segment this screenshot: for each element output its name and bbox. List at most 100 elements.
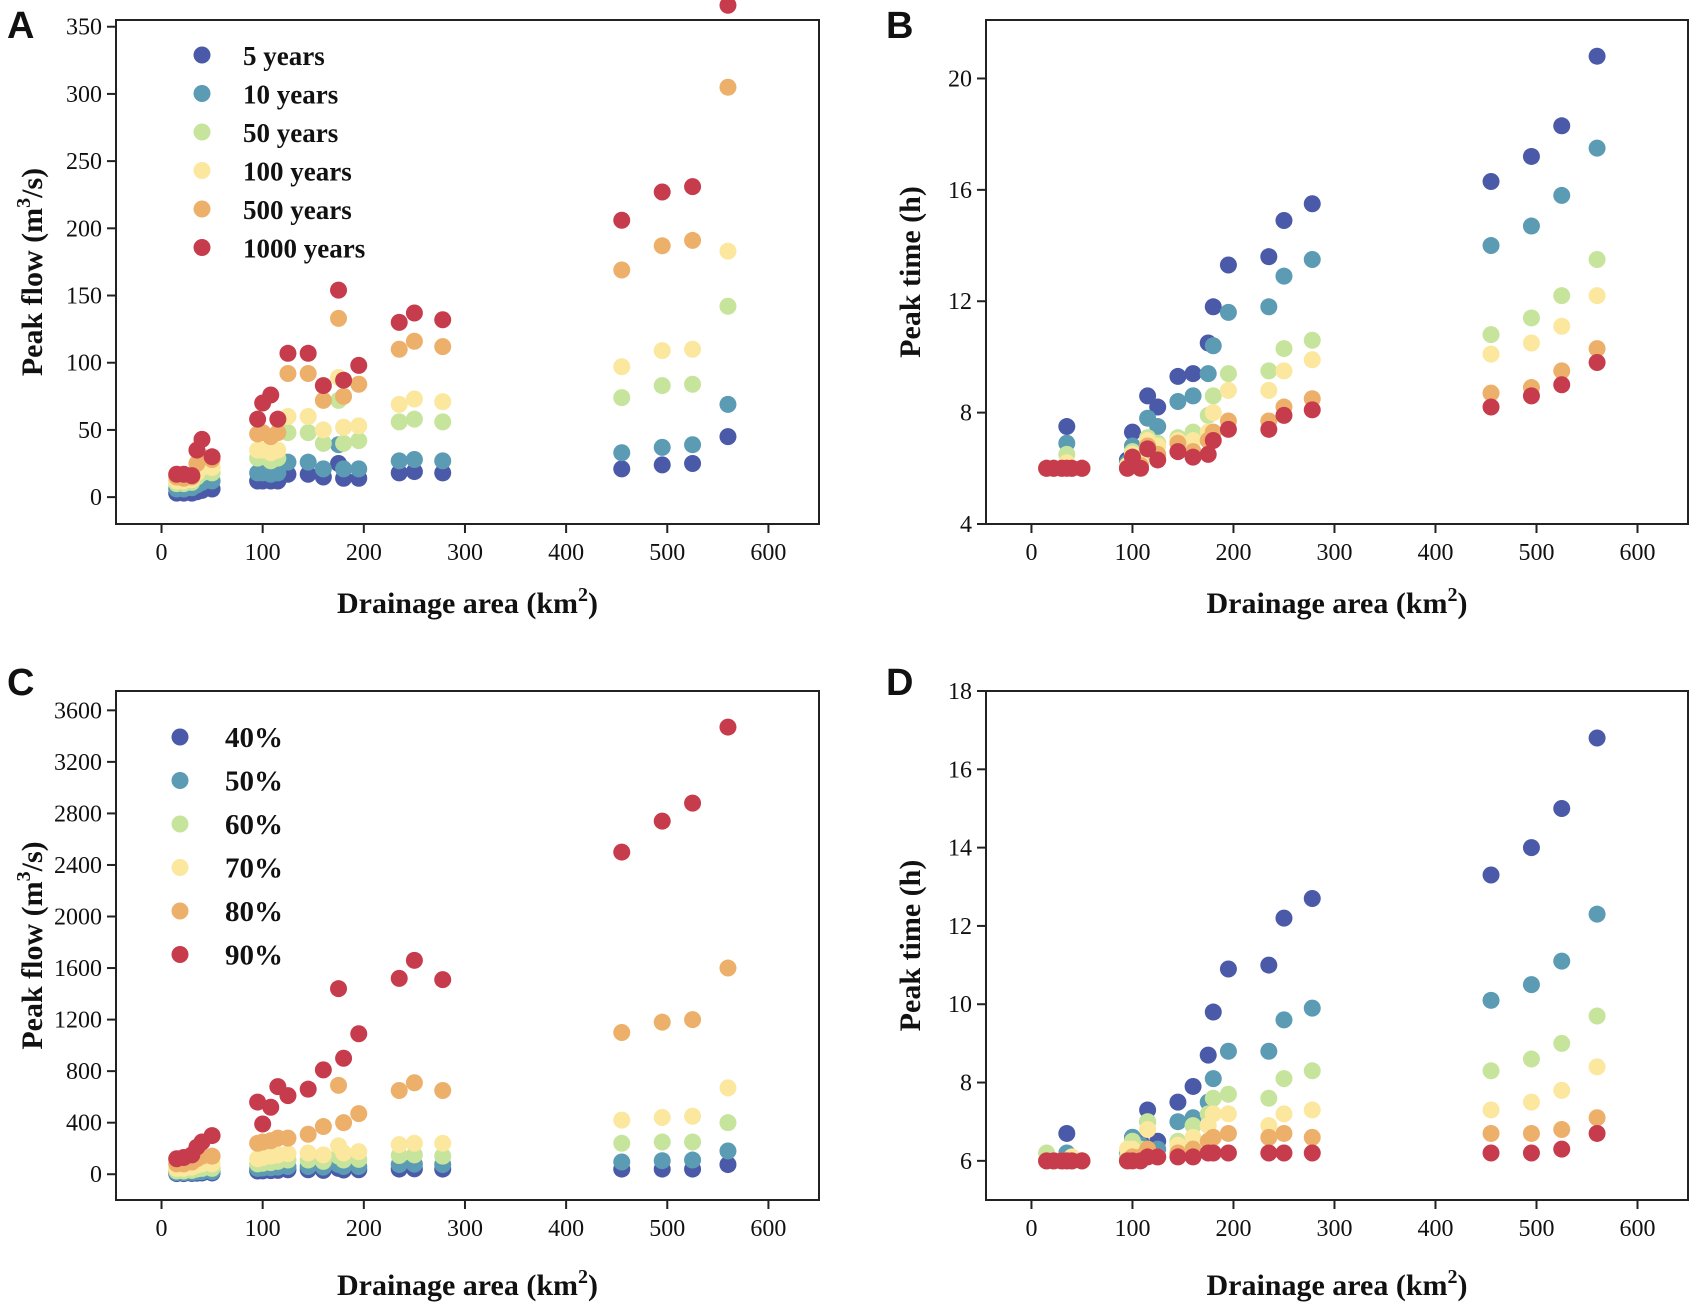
data-point xyxy=(350,432,368,450)
series-50- xyxy=(1038,905,1606,1170)
series-40- xyxy=(1038,729,1606,1170)
x-tick-label: 0 xyxy=(1025,540,1037,566)
data-point xyxy=(262,386,280,404)
data-point xyxy=(279,1129,297,1147)
data-point xyxy=(1303,999,1321,1017)
data-point xyxy=(254,1115,272,1133)
y-tick-label: 1200 xyxy=(54,1008,102,1034)
y-tick-label: 3200 xyxy=(54,750,102,776)
data-point xyxy=(1219,1124,1237,1142)
data-point xyxy=(330,980,348,998)
legend-marker xyxy=(193,162,211,179)
data-point xyxy=(390,969,408,987)
data-point xyxy=(249,1093,267,1111)
data-point xyxy=(1260,381,1278,399)
data-point xyxy=(1169,1093,1187,1111)
legend-entry: 80% xyxy=(225,896,283,928)
data-point xyxy=(1139,440,1157,458)
data-point xyxy=(684,178,702,196)
data-point xyxy=(183,467,201,485)
data-point xyxy=(1553,1081,1571,1099)
data-point xyxy=(335,418,353,436)
data-point xyxy=(405,951,423,969)
data-point xyxy=(1260,420,1278,438)
data-point xyxy=(299,453,317,471)
data-point xyxy=(434,338,452,356)
data-point xyxy=(299,1144,317,1162)
legend-entry: 40% xyxy=(225,722,283,754)
y-tick-label: 0 xyxy=(90,1162,102,1188)
data-point xyxy=(1482,866,1500,884)
series-80- xyxy=(168,959,737,1173)
data-point xyxy=(262,1098,280,1116)
data-point xyxy=(684,436,702,454)
series-5-years xyxy=(1038,47,1606,477)
data-point xyxy=(1588,287,1606,305)
y-tick-label: 200 xyxy=(66,216,102,242)
data-point xyxy=(1522,147,1540,165)
legend-marker xyxy=(171,815,189,833)
data-point xyxy=(314,421,332,439)
data-point xyxy=(1169,443,1187,461)
y-axis-label: Peak flow (m3/s) xyxy=(13,168,49,376)
y-tick-label: 12 xyxy=(948,289,972,315)
data-point xyxy=(1275,340,1293,358)
y-tick-label: 1600 xyxy=(54,956,102,982)
y-tick-label: 250 xyxy=(66,149,102,175)
panel-d: 0 100 200 300 400 500 600 6 8 10 12 14 16 18 Drainage … xyxy=(886,662,1689,1302)
plot-frame xyxy=(115,690,820,1201)
data-point xyxy=(1199,1046,1217,1064)
x-tick-label: 500 xyxy=(649,540,685,566)
data-point xyxy=(719,297,737,315)
data-point xyxy=(335,460,353,478)
data-point xyxy=(434,1081,452,1099)
y-tick-label: 16 xyxy=(948,757,972,783)
data-point xyxy=(1482,398,1500,416)
x-tick-label: 500 xyxy=(649,1216,685,1242)
data-point xyxy=(405,1074,423,1092)
data-point xyxy=(1482,1062,1500,1080)
legend-entry: 500 years xyxy=(243,195,352,225)
data-point xyxy=(1588,1007,1606,1025)
data-point xyxy=(335,434,353,452)
x-tick-label: 100 xyxy=(245,540,281,566)
y-axis-label: Peak time (h) xyxy=(894,860,927,1032)
series-100-years xyxy=(1038,287,1606,477)
y-axis-label: Peak time (h) xyxy=(894,186,927,358)
legend-marker xyxy=(193,123,211,141)
data-point xyxy=(390,452,408,470)
x-tick-label: 300 xyxy=(1316,1216,1352,1242)
data-point xyxy=(1169,1113,1187,1131)
data-point xyxy=(314,434,332,452)
data-point xyxy=(684,1011,702,1029)
data-point xyxy=(719,242,737,260)
data-point xyxy=(1184,1148,1202,1166)
data-point xyxy=(335,387,353,405)
data-point xyxy=(1219,1042,1237,1060)
data-point xyxy=(1588,47,1606,65)
data-point xyxy=(335,1144,353,1162)
data-point xyxy=(684,1107,702,1125)
data-point xyxy=(314,1061,332,1079)
data-point xyxy=(299,364,317,382)
data-point xyxy=(1204,1128,1222,1146)
data-point xyxy=(1149,398,1167,416)
data-point xyxy=(613,261,631,279)
data-point xyxy=(719,78,737,96)
data-point xyxy=(434,452,452,470)
data-point xyxy=(653,183,671,201)
panel-label: C xyxy=(7,662,34,704)
series-90- xyxy=(1038,1124,1606,1170)
data-point xyxy=(203,1127,221,1145)
data-point xyxy=(1553,799,1571,817)
data-point xyxy=(1522,976,1540,994)
data-point xyxy=(613,444,631,462)
data-point xyxy=(1553,1034,1571,1052)
data-point xyxy=(1184,1128,1202,1146)
data-point xyxy=(1553,1121,1571,1139)
data-point xyxy=(1139,387,1157,405)
legend-entry: 70% xyxy=(225,853,283,885)
data-point xyxy=(1482,384,1500,402)
data-point xyxy=(299,344,317,362)
